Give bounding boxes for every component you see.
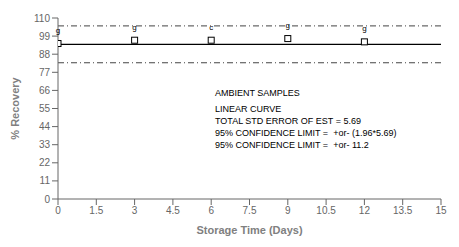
svg-text:3: 3 [132, 205, 138, 216]
svg-text:1.5: 1.5 [89, 205, 103, 216]
svg-text:10.5: 10.5 [316, 205, 336, 216]
svg-text:33: 33 [39, 139, 51, 150]
svg-text:0: 0 [55, 205, 61, 216]
html-text:LINEAR CURVE: LINEAR CURVE [215, 103, 282, 114]
svg-text:22: 22 [39, 157, 51, 168]
svg-text:Storage Time (Days): Storage Time (Days) [196, 224, 303, 236]
svg-text:44: 44 [39, 121, 51, 132]
html-text:95% CONFIDENCE LIMIT = +or- (1: 95% CONFIDENCE LIMIT = +or- (1.96*5.69) [215, 127, 397, 138]
svg-text:c: c [209, 23, 213, 32]
svg-text:g: g [132, 23, 136, 32]
svg-text:99: 99 [39, 31, 51, 42]
svg-text:55: 55 [39, 103, 51, 114]
html-text:AMBIENT SAMPLES: AMBIENT SAMPLES [215, 87, 300, 98]
svg-text:66: 66 [39, 85, 51, 96]
svg-text:g: g [56, 26, 60, 35]
svg-text:g: g [362, 24, 366, 33]
svg-text:88: 88 [39, 49, 51, 60]
html-text:TOTAL STD ERROR OF EST = 5.69: TOTAL STD ERROR OF EST = 5.69 [215, 115, 361, 126]
svg-text:g: g [286, 21, 290, 30]
svg-text:4.5: 4.5 [166, 205, 180, 216]
html-text:95% CONFIDENCE LIMIT = +or- 11: 95% CONFIDENCE LIMIT = +or- 11.2 [215, 139, 369, 150]
svg-text:6: 6 [208, 205, 214, 216]
svg-text:13.5: 13.5 [393, 205, 413, 216]
svg-text:% Recovery: % Recovery [9, 76, 21, 139]
svg-text:110: 110 [34, 13, 50, 24]
svg-text:15: 15 [435, 205, 447, 216]
svg-text:7.5: 7.5 [243, 205, 257, 216]
svg-text:9: 9 [285, 205, 291, 216]
svg-text:77: 77 [39, 67, 51, 78]
svg-text:11: 11 [40, 175, 51, 186]
svg-text:12: 12 [359, 205, 371, 216]
svg-text:0: 0 [44, 194, 50, 205]
